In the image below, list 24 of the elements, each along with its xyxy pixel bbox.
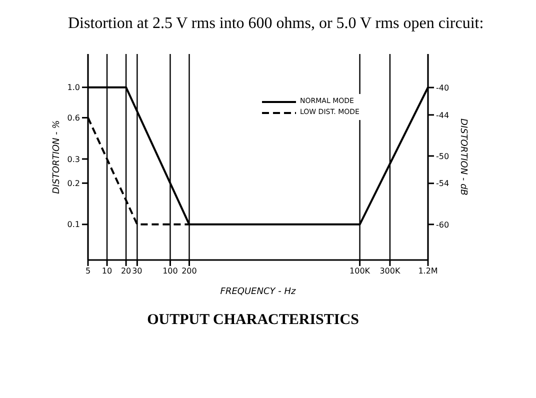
x-tick-label: 200 (182, 266, 197, 276)
y2-tick-label: -54 (436, 179, 450, 188)
y-tick-label: 0.6 (67, 114, 80, 123)
x-tick-label: 100K (350, 266, 371, 276)
x-axis-title: FREQUENCY - Hz (220, 287, 296, 297)
chart-title: Distortion at 2.5 V rms into 600 ohms, or 5.0 V rms open circuit: (67, 14, 485, 34)
x-tick-label: 20 (120, 266, 132, 276)
y-tick-label: 0.3 (67, 154, 80, 164)
x-tick-label: 300K (380, 266, 401, 276)
y-tick-label: 0.2 (67, 178, 80, 188)
x-tick-label: 1.2M (418, 266, 438, 276)
x-tick-label: 5 (85, 266, 91, 276)
y-tick-label: 0.1 (67, 220, 80, 230)
x-tick-label: 30 (132, 266, 142, 276)
text: OUTPUT CHARACTERISTICS (146, 312, 360, 329)
x-tick-label: 100 (162, 266, 178, 276)
y2-tick-label: -44 (436, 110, 450, 120)
y2-tick-label: -60 (436, 220, 450, 230)
y-axis-title: DISTORTION - % (52, 120, 62, 194)
y-tick-label: 1.0 (67, 83, 80, 92)
y2-tick-label: -50 (436, 152, 450, 161)
x-tick-label: 10 (102, 266, 112, 276)
y2-axis-title: DISTORTION - dB (458, 118, 468, 196)
y2-tick-label: -40 (436, 83, 450, 92)
